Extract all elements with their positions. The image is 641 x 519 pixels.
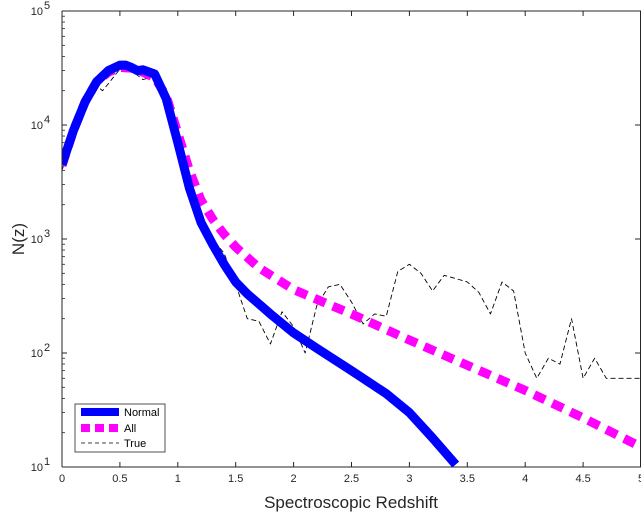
y-tick-label-exponent: 4	[44, 114, 50, 126]
x-tick-label: 2.5	[344, 473, 359, 485]
x-tick-label: 5	[638, 473, 641, 485]
y-tick-label-exponent: 3	[44, 228, 50, 240]
legend: Normal All True	[74, 403, 166, 453]
ticks-layer: 00.511.522.533.544.55101102103104105	[31, 0, 641, 485]
y-tick-label: 10	[31, 234, 43, 246]
x-tick-label: 2	[291, 473, 297, 485]
x-tick-label: 1.5	[228, 473, 243, 485]
y-axis-label: N(z)	[9, 223, 28, 255]
x-axis-label: Spectroscopic Redshift	[264, 493, 438, 512]
y-tick-label: 10	[31, 6, 43, 18]
x-tick-label: 0.5	[112, 473, 127, 485]
x-tick-label: 1	[175, 473, 181, 485]
x-tick-label: 3	[406, 473, 412, 485]
y-tick-label: 10	[31, 120, 43, 132]
series-line-normal	[62, 60, 460, 467]
x-tick-label: 4	[522, 473, 528, 485]
series-line-true	[62, 68, 641, 379]
legend-label-all: All	[124, 423, 136, 435]
x-tick-label: 4.5	[575, 473, 590, 485]
legend-label-true: True	[124, 438, 146, 450]
y-tick-label-exponent: 5	[44, 0, 50, 12]
series-layer	[62, 60, 641, 467]
x-tick-label: 3.5	[460, 473, 475, 485]
y-tick-label-exponent: 1	[44, 456, 50, 468]
x-tick-label: 0	[59, 473, 65, 485]
y-tick-label-exponent: 2	[44, 342, 50, 354]
legend-label-normal: Normal	[124, 407, 159, 419]
y-tick-label: 10	[31, 348, 43, 360]
y-tick-label: 10	[31, 462, 43, 474]
